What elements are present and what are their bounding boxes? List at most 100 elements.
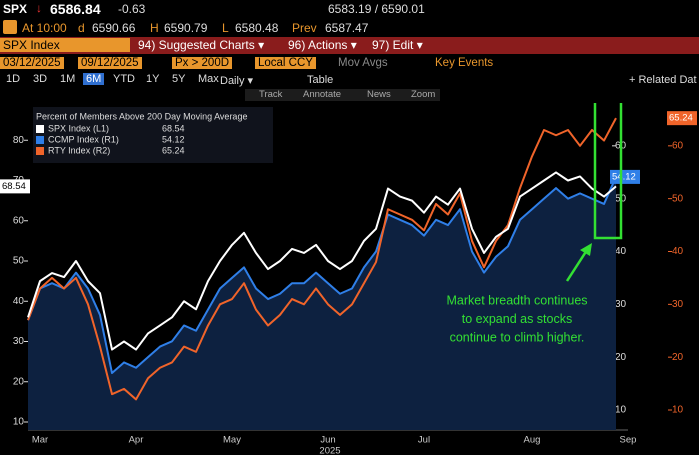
at-time: At 10:00 xyxy=(22,21,67,35)
period-button[interactable]: 1D xyxy=(6,73,21,85)
y-tick-label: 20 xyxy=(672,352,684,363)
frequency[interactable]: Daily ▾ xyxy=(220,75,254,87)
legend-label: RTY Index (R2) xyxy=(48,145,110,155)
y-tick-label: 90 xyxy=(13,103,25,106)
icon xyxy=(3,20,17,34)
y-tick-label: 40 xyxy=(615,246,627,257)
menu-item[interactable]: 94) Suggested Charts ▾ xyxy=(138,38,265,52)
low-label: L xyxy=(222,21,229,35)
bid-ask: 6583.19 / 6590.01 xyxy=(328,2,425,16)
y-tick-label: 10 xyxy=(13,417,25,428)
y-tick-label: 20 xyxy=(13,376,25,387)
legend-label: CCMP Index (R1) xyxy=(48,134,119,144)
y-tick-label: 40 xyxy=(672,246,684,257)
period-row: Daily ▾ Table + Related Dat 1D 3D 1M 6M YTD 1… xyxy=(0,73,699,88)
y-tick-label: 20 xyxy=(615,352,627,363)
high: 6590.79 xyxy=(164,21,208,35)
mov-avgs[interactable]: Mov Avgs xyxy=(338,57,388,69)
legend-swatch xyxy=(36,136,44,144)
legend-swatch xyxy=(36,147,44,155)
y-tick-label: 30 xyxy=(672,299,684,310)
series-line xyxy=(27,117,617,401)
annotation-arrow xyxy=(565,249,589,282)
x-tick-label: Apr xyxy=(129,435,144,446)
x-tick-label: Mar xyxy=(32,435,48,446)
y-tick-label: 50 xyxy=(13,256,25,267)
change: -0.63 xyxy=(118,2,146,16)
y-tick-label: 80 xyxy=(13,135,25,146)
ticker: SPX xyxy=(3,2,28,16)
chart-title: Percent of Members Above 200 Day Moving … xyxy=(36,111,247,121)
series-line xyxy=(27,171,617,351)
prev-label: Prev xyxy=(292,21,317,35)
area xyxy=(28,176,616,430)
tool-button[interactable]: Annotate xyxy=(303,89,342,100)
table[interactable]: Table xyxy=(307,74,334,86)
y-tick-label: 10 xyxy=(615,405,627,416)
annotation-text: Market breadth continues xyxy=(446,293,587,307)
related[interactable]: + Related Dat xyxy=(629,74,697,86)
legend-box xyxy=(33,107,273,163)
prev: 6587.47 xyxy=(325,21,369,35)
value-tag-label: 54.12 xyxy=(612,171,636,182)
ohlc-row: At 10:00 d 6590.66 H 6590.79 L 6580.48 P… xyxy=(0,19,699,37)
start-date[interactable]: 03/12/2025 xyxy=(0,57,64,69)
quote-row: SPX ↓ 6586.84 -0.63 6583.19 / 6590.01 xyxy=(0,0,699,18)
currency[interactable]: Local CCY xyxy=(255,57,316,69)
period-button[interactable]: Max xyxy=(198,73,219,85)
menu-item[interactable]: 97) Edit ▾ xyxy=(372,38,423,52)
x-tick-label: Aug xyxy=(524,435,541,446)
value-tag-label: 68.54 xyxy=(2,181,26,192)
legend-value: 65.24 xyxy=(162,145,185,155)
y-tick-label: 50 xyxy=(672,193,684,204)
menu-row: SPX Index 94) Suggested Charts ▾ 96) Act… xyxy=(0,37,699,54)
low: 6580.48 xyxy=(235,21,279,35)
field[interactable]: Px > 200D xyxy=(172,57,233,69)
security[interactable]: SPX Index xyxy=(0,38,130,52)
x-tick-label: Jun xyxy=(320,435,335,446)
open: 6590.66 xyxy=(92,21,136,35)
tool-button[interactable]: Zoom xyxy=(411,89,436,100)
year-label: 2025 xyxy=(319,446,340,455)
price: 6586.84 xyxy=(50,1,101,17)
menu-item[interactable]: 96) Actions ▾ xyxy=(288,38,357,52)
tool-button[interactable]: News xyxy=(367,89,391,100)
x-tick-label: Sep xyxy=(620,435,637,446)
value-tag xyxy=(0,179,30,194)
legend-value: 68.54 xyxy=(162,123,185,133)
settings-row: 03/12/2025 09/12/2025 Px > 200D Local CC… xyxy=(0,56,699,72)
legend-swatch xyxy=(36,125,44,133)
period-button[interactable]: 1M xyxy=(60,73,76,85)
y-tick-label: 30 xyxy=(13,336,25,347)
down-arrow: ↓ xyxy=(36,1,42,15)
x-tick-label: Jul xyxy=(418,435,430,446)
annotation-text: to expand as stocks xyxy=(462,312,572,326)
end-date[interactable]: 09/12/2025 xyxy=(78,57,142,69)
x-tick-label: May xyxy=(223,435,241,446)
legend-label: SPX Index (L1) xyxy=(48,123,109,133)
period-button[interactable]: 6M xyxy=(83,73,105,85)
y-tick-label: 40 xyxy=(13,296,25,307)
y-tick-label: 60 xyxy=(13,215,25,226)
y-tick-label: 30 xyxy=(615,299,627,310)
open-label: d xyxy=(78,21,85,35)
period-button[interactable]: 1Y xyxy=(146,73,160,85)
series-line xyxy=(27,176,617,375)
chart: 1020304050607080901020304050607010203040… xyxy=(0,103,697,455)
toolbar: Track Annotate News Zoom xyxy=(245,89,440,101)
tool-button[interactable]: Track xyxy=(259,89,283,100)
value-tag-label: 65.24 xyxy=(669,113,693,124)
period-button[interactable]: YTD xyxy=(113,73,135,85)
period-button[interactable]: 3D xyxy=(33,73,48,85)
key-events[interactable]: Key Events xyxy=(435,57,494,69)
high-label: H xyxy=(150,21,159,35)
legend-value: 54.12 xyxy=(162,134,185,144)
period-button[interactable]: 5Y xyxy=(172,73,186,85)
value-tag xyxy=(610,169,640,184)
value-tag xyxy=(667,111,697,126)
y-tick-label: 10 xyxy=(672,405,684,416)
y-tick-label: 60 xyxy=(672,140,684,151)
annotation-text: continue to climb higher. xyxy=(450,330,585,344)
arrow-head xyxy=(580,243,592,256)
